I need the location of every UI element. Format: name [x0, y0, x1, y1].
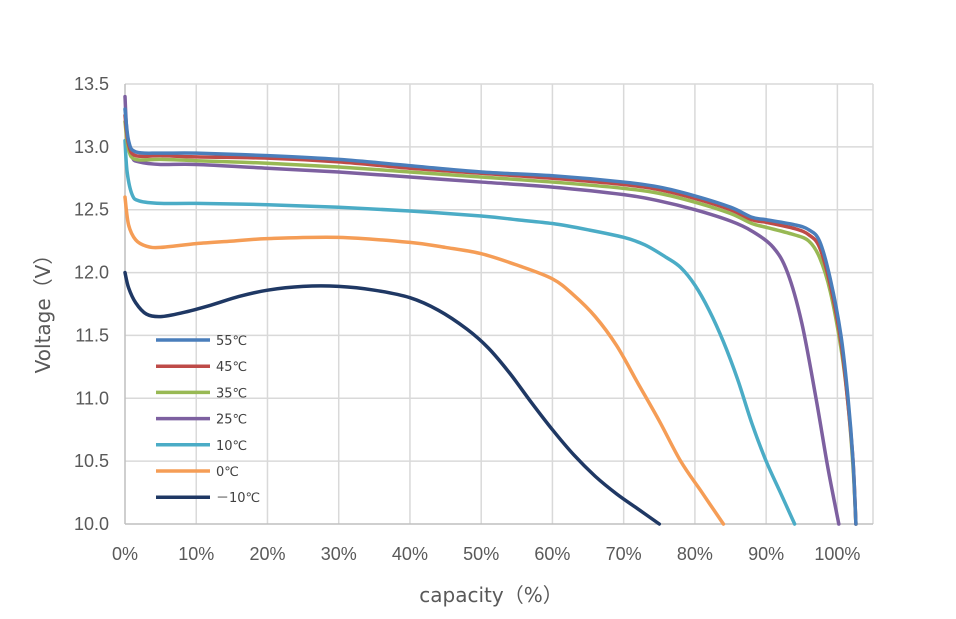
series-line — [123, 138, 797, 526]
legend-label: 25℃ — [216, 413, 247, 428]
legend-label: 35℃ — [216, 386, 247, 401]
y-tick-label: 12.0 — [74, 263, 109, 283]
y-tick-label: 12.5 — [74, 200, 109, 220]
x-tick-label: 40% — [392, 544, 428, 564]
legend-label: －10℃ — [216, 491, 260, 506]
y-tick-label: 10.5 — [74, 451, 109, 471]
series-lines — [123, 94, 858, 526]
x-tick-label: 60% — [534, 544, 570, 564]
y-tick-label: 13.0 — [74, 137, 109, 157]
y-tick-label: 13.5 — [74, 74, 109, 94]
gridlines — [125, 83, 874, 524]
series-line — [123, 107, 858, 526]
x-tick-label: 20% — [249, 544, 285, 564]
y-tick-label: 10.0 — [74, 514, 109, 534]
x-tick-label: 30% — [321, 544, 357, 564]
x-tick-label: 100% — [814, 544, 860, 564]
legend-label: 55℃ — [216, 334, 247, 349]
x-tick-label: 0% — [112, 544, 138, 564]
x-tick-label: 50% — [463, 544, 499, 564]
legend-label: 10℃ — [216, 439, 247, 454]
series-line — [123, 94, 841, 526]
x-tick-label: 10% — [178, 544, 214, 564]
y-axis-title: Voltage（V） — [31, 245, 55, 374]
x-axis-title: capacity（%） — [419, 583, 562, 607]
series-line — [123, 270, 662, 526]
axes — [124, 84, 873, 525]
x-tick-label: 80% — [677, 544, 713, 564]
x-tick-labels: 0% 10% 20% 30% 40% 50% 60% 70% 80% 90% 100% — [112, 544, 860, 564]
x-tick-label: 70% — [606, 544, 642, 564]
legend-label: 45℃ — [216, 360, 247, 375]
y-tick-label: 11.5 — [75, 325, 109, 345]
legend-label: 0℃ — [216, 465, 239, 480]
x-tick-label: 90% — [748, 544, 784, 564]
series-line — [123, 195, 726, 526]
y-tick-label: 11.0 — [75, 388, 109, 408]
y-tick-labels: 10.0 10.5 11.0 11.5 12.0 12.5 13.0 13.5 — [74, 74, 109, 534]
legend: 55℃ 45℃ 35℃ 25℃ 10℃ 0℃ －10℃ — [156, 334, 260, 506]
